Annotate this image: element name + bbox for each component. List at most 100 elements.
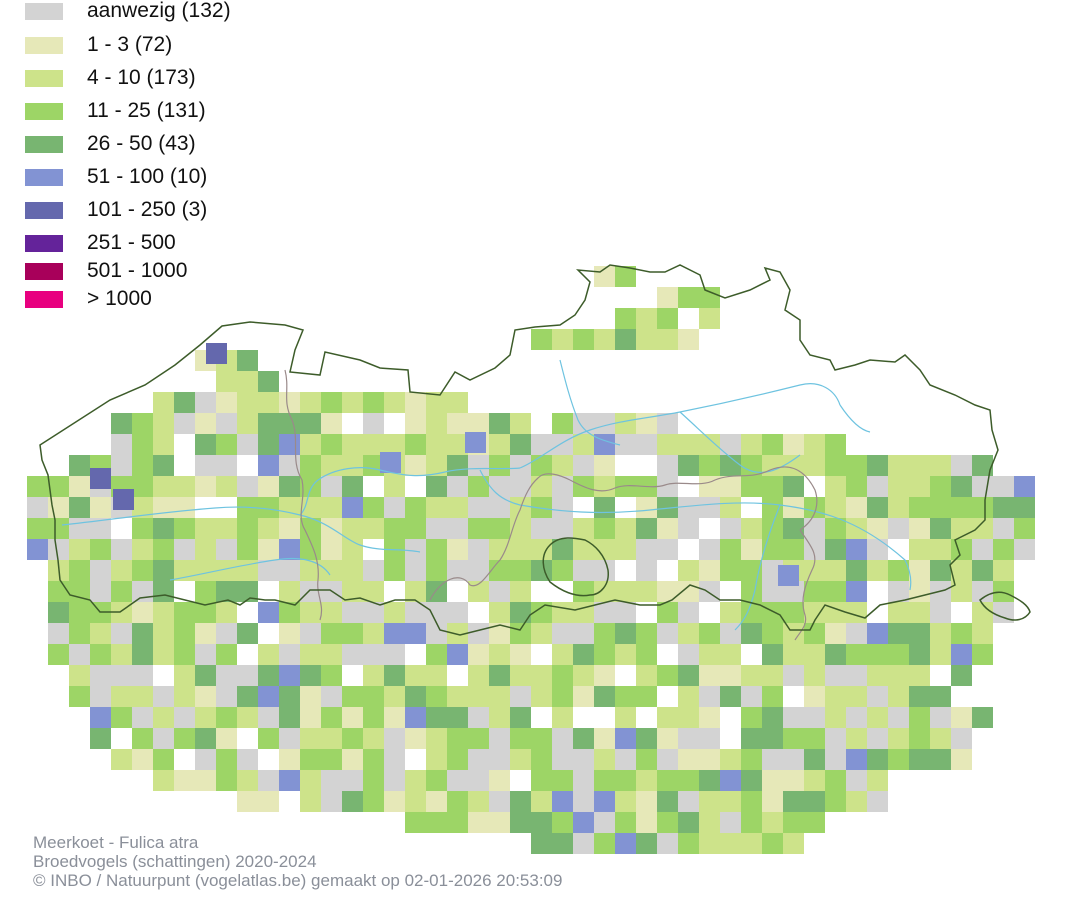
grid-cell: [279, 749, 300, 770]
grid-cell: [888, 455, 909, 476]
grid-cell: [825, 455, 846, 476]
grid-cell: [384, 476, 405, 497]
grid-cell: [468, 476, 489, 497]
legend-label: 251 - 500: [87, 231, 176, 254]
grid-cell: [489, 770, 510, 791]
grid-cell: [153, 686, 174, 707]
grid-cell: [909, 665, 930, 686]
grid-cell: [153, 644, 174, 665]
legend-swatch: [25, 70, 63, 87]
grid-cell: [363, 707, 384, 728]
grid-cell: [657, 329, 678, 350]
grid-cell: [258, 539, 279, 560]
grid-cell: [993, 539, 1014, 560]
grid-cell: [153, 602, 174, 623]
brussels-outline: [542, 537, 609, 597]
grid-cell: [468, 518, 489, 539]
grid-cell: [237, 707, 258, 728]
grid-cell: [510, 560, 531, 581]
grid-cell: [489, 623, 510, 644]
grid-cell: [657, 770, 678, 791]
grid-cell: [846, 707, 867, 728]
grid-cell: [258, 434, 279, 455]
grid-cell: [678, 770, 699, 791]
grid-cell: [342, 434, 363, 455]
grid-cell: [867, 665, 888, 686]
grid-cell: [762, 560, 783, 581]
grid-cell: [594, 518, 615, 539]
grid-cell: [111, 581, 132, 602]
grid-cell: [783, 581, 804, 602]
grid-cell: [552, 833, 573, 854]
grid-cell: [237, 392, 258, 413]
grid-cell: [258, 644, 279, 665]
grid-cell: [951, 476, 972, 497]
grid-cell: [195, 644, 216, 665]
legend-swatch: [25, 37, 63, 54]
grid-cell: [552, 644, 573, 665]
grid-cell: [489, 791, 510, 812]
grid-cell: [615, 266, 636, 287]
grid-cell: [762, 707, 783, 728]
grid-cell: [174, 686, 195, 707]
grid-cell: [363, 434, 384, 455]
grid-cell: [846, 770, 867, 791]
grid-cell: [867, 455, 888, 476]
grid-cell: [678, 455, 699, 476]
grid-cell: [111, 686, 132, 707]
grid-cell: [279, 644, 300, 665]
grid-cell: [342, 539, 363, 560]
grid-cell: [489, 560, 510, 581]
grid-cell: [804, 434, 825, 455]
grid-cell: [69, 665, 90, 686]
grid-cell: [552, 791, 573, 812]
grid-cell: [384, 665, 405, 686]
grid-cell: [468, 749, 489, 770]
grid-cell: [804, 791, 825, 812]
grid-cell: [321, 602, 342, 623]
grid-cell: [384, 728, 405, 749]
grid-cell: [426, 644, 447, 665]
grid-cell: [48, 623, 69, 644]
grid-cell: [206, 343, 227, 364]
grid-cell: [468, 686, 489, 707]
grid-cell: [951, 644, 972, 665]
grid-cell: [510, 686, 531, 707]
grid-cell: [657, 308, 678, 329]
grid-cell: [132, 539, 153, 560]
grid-cell: [657, 791, 678, 812]
grid-cell: [741, 791, 762, 812]
grid-cell: [783, 728, 804, 749]
grid-cell: [741, 623, 762, 644]
grid-cell: [552, 749, 573, 770]
grid-cell: [825, 686, 846, 707]
grid-cell: [279, 581, 300, 602]
grid-cell: [783, 791, 804, 812]
grid-cell: [636, 728, 657, 749]
grid-cell: [573, 581, 594, 602]
grid-cell: [573, 539, 594, 560]
grid-cell: [90, 728, 111, 749]
grid-cell: [216, 686, 237, 707]
grid-cell: [426, 413, 447, 434]
grid-cell: [510, 623, 531, 644]
grid-cell: [405, 413, 426, 434]
grid-cell: [48, 581, 69, 602]
grid-cell: [426, 749, 447, 770]
grid-cell: [69, 476, 90, 497]
grid-cell: [531, 728, 552, 749]
grid-cell: [279, 476, 300, 497]
grid-cell: [636, 434, 657, 455]
grid-cell: [405, 455, 426, 476]
grid-cell: [720, 644, 741, 665]
grid-cell: [909, 686, 930, 707]
grid-cell: [615, 434, 636, 455]
grid-cell: [153, 539, 174, 560]
grid-cell: [468, 812, 489, 833]
grid-cell: [615, 770, 636, 791]
region-border: [39, 264, 1031, 636]
grid-cell: [804, 686, 825, 707]
grid-cell: [993, 518, 1014, 539]
grid-cell: [363, 560, 384, 581]
grid-cell: [111, 707, 132, 728]
